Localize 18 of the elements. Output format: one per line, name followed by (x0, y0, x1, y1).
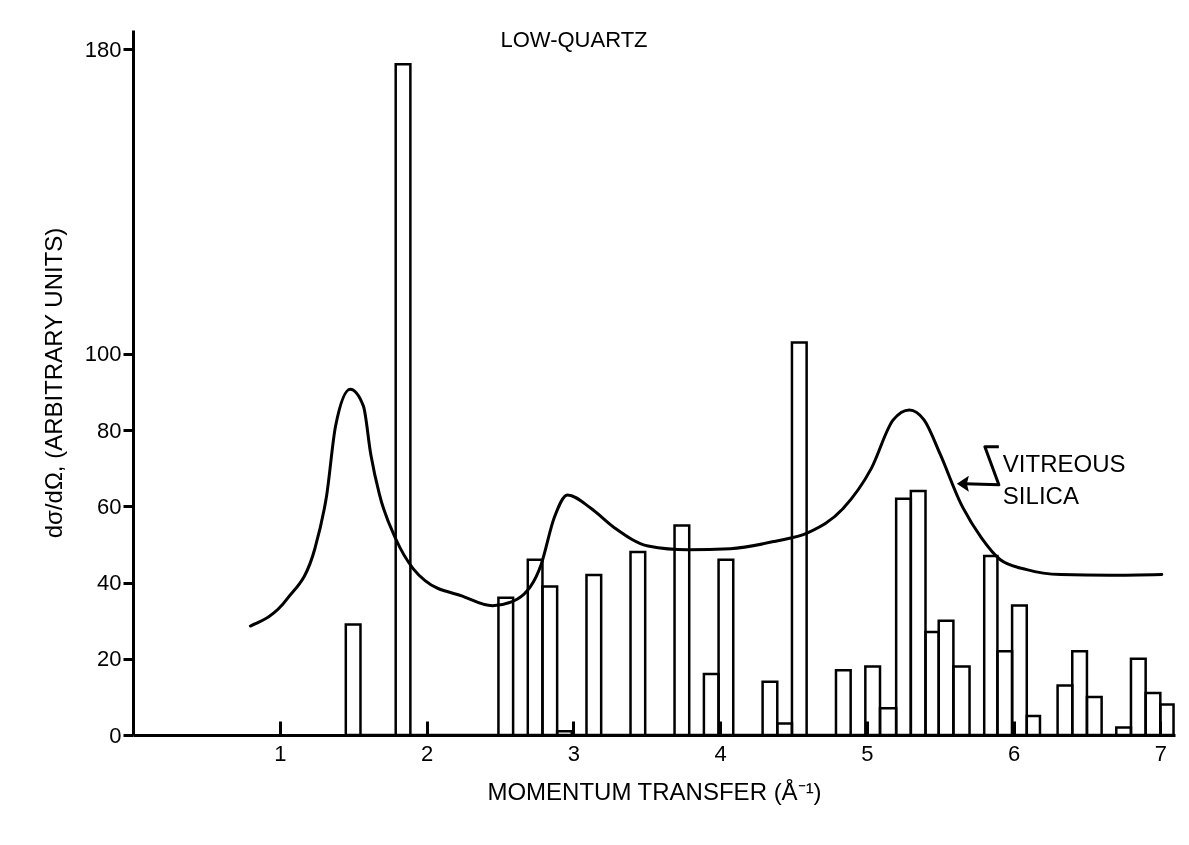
y-tick-label: 20 (97, 646, 122, 672)
x-tick-label: 2 (420, 740, 434, 766)
x-tick-label: 5 (861, 740, 874, 766)
y-tick-label: 0 (109, 722, 122, 748)
y-axis-title: dσ/dΩ, (ARBITRARY UNITS) (39, 227, 67, 539)
x-tick-label: 1 (274, 740, 287, 766)
y-tick-label: 80 (97, 417, 122, 443)
x-tick-label: 6 (1007, 740, 1021, 766)
x-tick-label: 3 (567, 740, 580, 766)
annotation: VITREOUS SILICA (1002, 449, 1126, 509)
y-tick-label: 180 (84, 36, 122, 62)
y-tick-label: 40 (97, 570, 122, 596)
x-tick-label: 4 (714, 740, 727, 766)
chart-title: LOW-QUARTZ (500, 27, 648, 52)
y-tick-label: 60 (97, 493, 122, 519)
x-tick-label: 7 (1154, 740, 1167, 766)
y-tick-label: 100 (84, 341, 122, 367)
x-axis-title: MOMENTUM TRANSFER (Å⁻¹) (487, 777, 822, 805)
